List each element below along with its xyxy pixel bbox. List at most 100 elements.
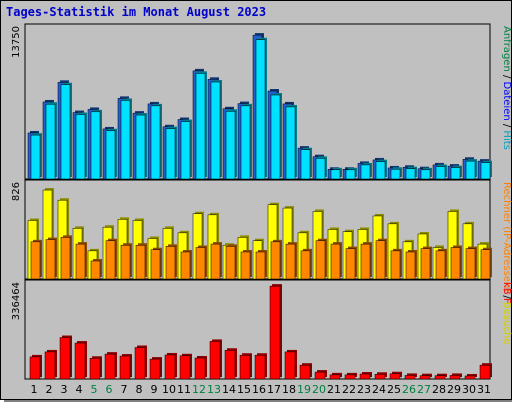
bar-rechner-ip-adressen- [285, 243, 296, 280]
bar-dateien [285, 106, 296, 180]
legend-entry: Hits [501, 130, 512, 149]
day-label: 15 [237, 383, 251, 396]
bar-shadow [467, 373, 477, 377]
bar-rechner-ip-adressen- [135, 244, 146, 280]
bar-rechner-ip-adressen- [390, 250, 401, 280]
bar-kb-f [404, 375, 416, 380]
bar-rechner-ip-adressen- [75, 243, 86, 280]
bar-rechner-ip-adressen- [180, 251, 191, 280]
chart-title: Tages-Statistik im Monat August 2023 [6, 5, 267, 19]
day-label: 7 [121, 383, 128, 396]
day-label: 27 [417, 383, 431, 396]
bar-kb-f [89, 358, 101, 380]
bar-rechner-ip-adressen- [240, 251, 251, 280]
bar-kb-f [464, 375, 476, 380]
bar-dateien [90, 111, 101, 180]
legend-entry: kB F [501, 282, 512, 304]
bar-kb-f [434, 375, 446, 380]
bar-rechner-ip-adressen- [60, 237, 71, 280]
bar-dateien [45, 103, 56, 180]
day-label: 25 [387, 383, 401, 396]
bar-kb-f [299, 364, 311, 380]
bar-rechner-ip-adressen- [90, 260, 101, 280]
day-label: 23 [357, 383, 371, 396]
bar-kb-f [359, 373, 371, 380]
bar-dateien [195, 73, 206, 180]
bar-dateien [465, 160, 476, 180]
bar-kb-f [374, 374, 386, 380]
bar-rechner-ip-adressen- [210, 243, 221, 280]
day-label: 10 [162, 383, 176, 396]
bar-kb-f [119, 355, 131, 380]
legend-entry: Besuche [501, 302, 512, 345]
day-label: 16 [252, 383, 266, 396]
day-label: 8 [136, 383, 143, 396]
bar-rechner-ip-adressen- [450, 247, 461, 280]
bar-rechner-ip-adressen- [195, 247, 206, 280]
bar-kb-f [254, 354, 266, 380]
bar-kb-f [164, 354, 176, 380]
day-label: 4 [76, 383, 83, 396]
bar-dateien [180, 121, 191, 180]
bar-dateien [300, 149, 311, 180]
bar-kb-f [449, 375, 461, 380]
bar-dateien [150, 105, 161, 180]
bar-dateien [360, 164, 371, 180]
day-label: 24 [372, 383, 386, 396]
day-label: 19 [297, 383, 311, 396]
bar-rechner-ip-adressen- [120, 244, 131, 280]
bar-rechner-ip-adressen- [150, 249, 161, 280]
bar-kb-f [179, 355, 191, 380]
bar-rechner-ip-adressen- [105, 240, 116, 280]
bar-kb-f [419, 375, 431, 380]
bar-dateien [30, 134, 41, 180]
day-label: 21 [327, 383, 341, 396]
day-label: 14 [222, 383, 236, 396]
bar-kb-f [59, 337, 71, 380]
bar-dateien [405, 168, 416, 180]
bar-kb-f [389, 373, 401, 380]
bar-rechner-ip-adressen- [30, 241, 41, 280]
y-max-label: 13750 [11, 26, 22, 58]
legend-entry: Dateien [501, 82, 512, 121]
day-label: 9 [151, 383, 158, 396]
legend-entry: / [501, 121, 512, 131]
day-label: 28 [432, 383, 446, 396]
bar-rechner-ip-adressen- [315, 240, 326, 280]
y-max-label: 336464 [11, 282, 22, 320]
bar-dateien [450, 167, 461, 180]
bar-rechner-ip-adressen- [270, 241, 281, 280]
bar-dateien [315, 158, 326, 180]
bar-rechner-ip-adressen- [165, 246, 176, 280]
bar-rechner-ip-adressen- [255, 251, 266, 280]
legend-entry: / [501, 292, 512, 302]
bar-rechner-ip-adressen- [360, 243, 371, 280]
bar-kb-f [134, 347, 146, 380]
bar-kb-f [284, 351, 296, 380]
bar-dateien [420, 169, 431, 180]
bar-kb-f [104, 353, 116, 380]
bar-rechner-ip-adressen- [435, 250, 446, 280]
bar-rechner-ip-adressen- [345, 248, 356, 280]
day-label: 18 [282, 383, 296, 396]
bar-dateien [270, 94, 281, 180]
bar-dateien [165, 128, 176, 180]
day-label: 20 [312, 383, 326, 396]
bar-rechner-ip-adressen- [45, 239, 56, 280]
bar-kb-f [314, 371, 326, 380]
bar-kb-f [194, 357, 206, 380]
bar-rechner-ip-adressen- [405, 251, 416, 280]
bar-dateien [75, 114, 86, 180]
legend-entry: / [501, 72, 512, 82]
bar-rechner-ip-adressen- [225, 246, 236, 280]
bar-dateien [105, 130, 116, 180]
legend-entry: Anfragen [501, 26, 512, 72]
day-label: 2 [46, 383, 53, 396]
day-label: 1 [31, 383, 38, 396]
bar-rechner-ip-adressen- [465, 248, 476, 280]
legend-visits: Rechner (IP-Adressen) / Besuche [501, 182, 512, 344]
bar-kb-f [329, 374, 341, 380]
day-label: 26 [402, 383, 416, 396]
y-max-label: 826 [11, 182, 22, 201]
